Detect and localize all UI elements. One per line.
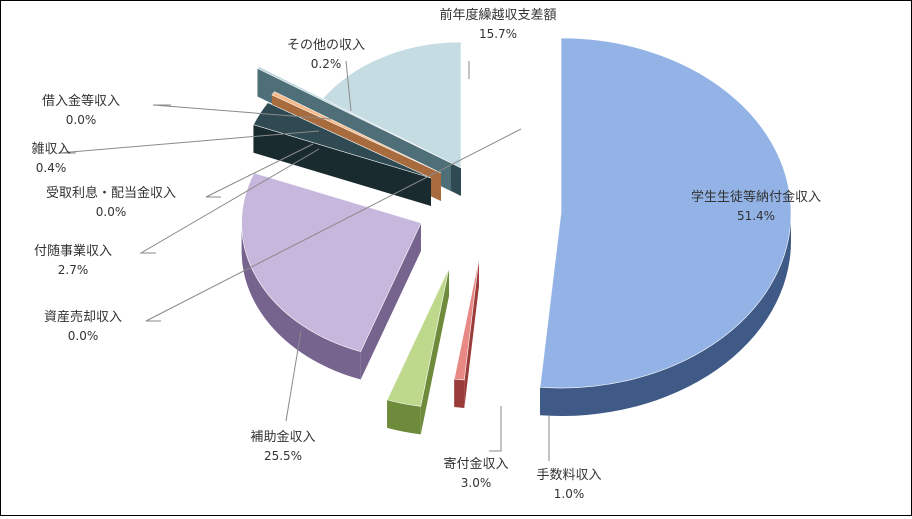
slice-percent-3: 25.5% [264,449,302,463]
slice-percent-5: 2.7% [58,263,89,277]
slice-label-4: 資産売却収入 [44,309,122,325]
leader-lines-group [58,60,550,461]
leader-line-6 [205,143,314,198]
leader-line-7 [58,130,320,154]
slice-label-2: 寄付金収入 [443,456,508,472]
slice-percent-6: 0.0% [96,205,127,219]
slice-percent-1: 1.0% [554,487,585,501]
slice-percent-7: 0.4% [36,161,67,175]
leader-line-2 [489,406,502,452]
slice-0 [539,37,792,389]
slice-wall-3 [360,223,421,380]
slice-label-8: 借入金等収入 [42,93,120,109]
slice-3 [241,172,422,352]
slice-label-7: 雑収入 [31,141,70,157]
slice-percent-0: 51.4% [737,209,775,223]
slice-label-1: 手数料収入 [536,468,601,483]
slice-label-3: 補助金収入 [250,429,315,445]
slices-group [241,37,792,435]
slice-1 [453,257,480,381]
slice-side-0 [540,213,791,416]
slice-label-0: 学生生徒等納付金収入 [691,189,821,205]
slice-percent-9: 0.2% [311,57,342,71]
leader-line-4 [145,128,522,322]
slice-label-10: 前年度繰越収支差額 [439,7,556,23]
labels-group: 学生生徒等納付金収入 51.4% 手数料収入 1.0% 寄付金収入 3.0% 補助金収入 25… [31,7,821,501]
leader-line-3 [285,330,302,422]
slice-percent-4: 0.0% [68,329,99,343]
slice-9 [256,66,452,164]
slice-label-5: 付随事業収入 [34,243,112,259]
slice-percent-8: 0.0% [66,113,97,127]
slice-wall-5 [253,124,431,206]
leader-line-5 [139,148,320,254]
slice-label-9: その他の収入 [287,38,365,53]
leader-line-9 [345,60,352,112]
slice-side-2 [387,399,421,435]
slice-2 [386,267,450,407]
slice-label-6: 受取利息・配当金収入 [46,185,176,201]
slice-percent-10: 15.7% [479,27,517,41]
leader-line-8 [152,104,332,120]
slice-percent-2: 3.0% [461,476,492,490]
slice-side-3 [241,223,361,380]
slice-10 [322,41,462,169]
slice-side-1 [454,379,465,408]
slice-7 [271,91,442,174]
